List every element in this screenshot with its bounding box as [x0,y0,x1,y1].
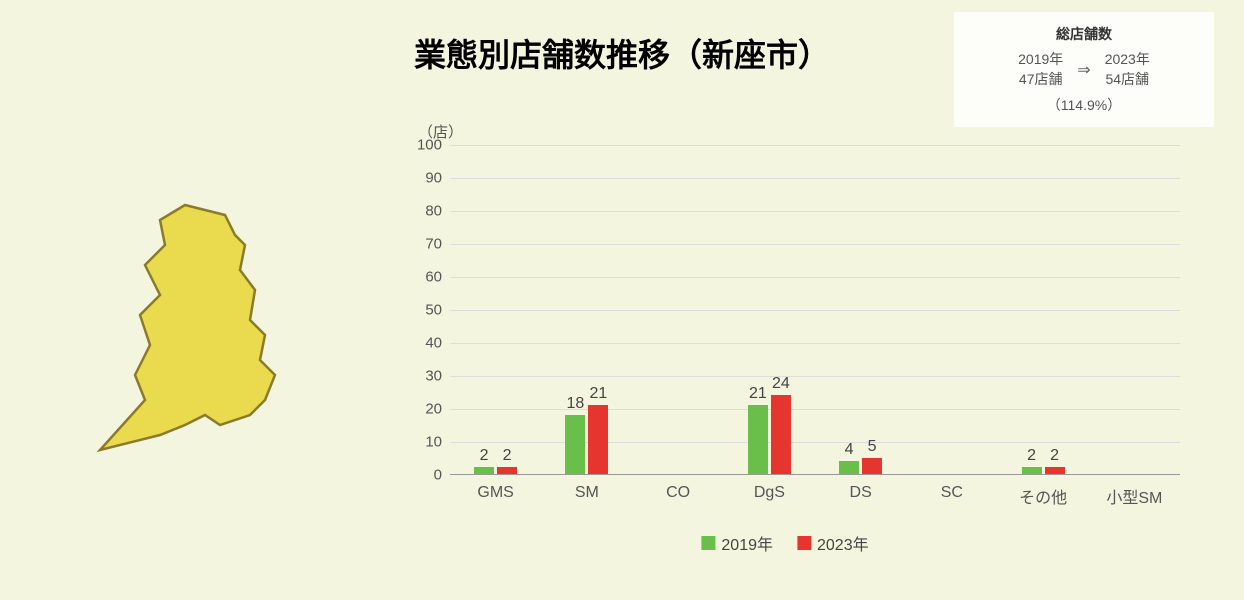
y-tick: 30 [425,368,442,385]
y-tick: 100 [417,137,442,154]
y-tick: 70 [425,236,442,253]
legend-item: 2023年 [797,531,869,555]
bar: 18 [565,415,585,474]
bar: 2 [497,467,517,474]
summary-from-year: 2019年 [1018,50,1063,70]
bar: 2 [474,467,494,474]
bar-value-label: 18 [566,395,584,413]
category-group: SM1821 [541,144,632,474]
y-tick: 90 [425,170,442,187]
chart-legend: 2019年 2023年 [701,531,868,555]
y-tick: 60 [425,269,442,286]
summary-row: 2019年 47店舗 ⇒ 2023年 54店舗 [968,50,1200,89]
summary-to-year: 2023年 [1105,50,1150,70]
bar-value-label: 2 [1027,447,1036,465]
bar-value-label: 2 [480,447,489,465]
arrow-icon: ⇒ [1077,60,1090,80]
legend-swatch [797,536,811,550]
bar-value-label: 2 [503,447,512,465]
summary-to: 2023年 54店舗 [1105,50,1150,89]
category-label: SM [575,484,599,502]
category-group: SC [906,144,997,474]
chart-plot: 0102030405060708090100GMS22SM1821CODgS21… [450,145,1180,475]
category-group: その他22 [998,144,1089,474]
bar-value-label: 2 [1050,447,1059,465]
summary-box: 総店舗数 2019年 47店舗 ⇒ 2023年 54店舗 （114.9%） [954,12,1214,127]
bar: 21 [748,405,768,474]
legend-item: 2019年 [701,531,773,555]
y-tick: 10 [425,434,442,451]
y-tick: 50 [425,302,442,319]
bar-value-label: 4 [845,441,854,459]
bar-chart: （店） 0102030405060708090100GMS22SM1821COD… [370,125,1200,555]
region-map-icon [90,200,310,460]
bar: 4 [839,461,859,474]
summary-from: 2019年 47店舗 [1018,50,1063,89]
category-label: CO [666,484,690,502]
category-group: 小型SM [1089,144,1180,474]
category-label: その他 [1019,484,1067,508]
summary-pct: （114.9%） [968,95,1200,115]
bar: 5 [862,458,882,475]
y-tick: 20 [425,401,442,418]
category-label: 小型SM [1106,484,1162,508]
legend-label: 2019年 [721,531,773,555]
bar-value-label: 5 [868,438,877,456]
bar: 24 [771,395,791,474]
summary-heading: 総店舗数 [968,24,1200,44]
bar-value-label: 24 [772,375,790,393]
category-label: DS [850,484,872,502]
bar: 21 [588,405,608,474]
bar: 2 [1045,467,1065,474]
category-group: DgS2124 [724,144,815,474]
category-label: GMS [477,484,513,502]
y-tick: 0 [434,467,442,484]
category-group: CO [633,144,724,474]
summary-from-stores: 47店舗 [1018,70,1063,90]
y-tick: 80 [425,203,442,220]
category-label: SC [941,484,963,502]
summary-to-stores: 54店舗 [1105,70,1150,90]
bar: 2 [1022,467,1042,474]
page-title: 業態別店舗数推移（新座市） [414,30,830,76]
legend-label: 2023年 [817,531,869,555]
legend-swatch [701,536,715,550]
bar-value-label: 21 [749,385,767,403]
category-label: DgS [754,484,785,502]
bar-value-label: 21 [589,385,607,403]
y-tick: 40 [425,335,442,352]
category-group: DS45 [815,144,906,474]
category-group: GMS22 [450,144,541,474]
